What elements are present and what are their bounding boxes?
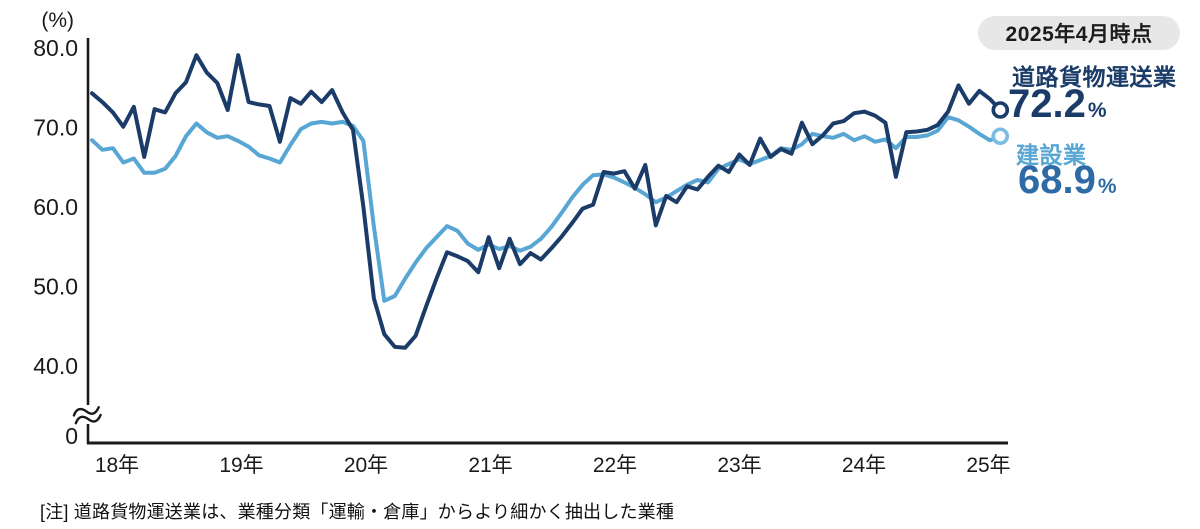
timepoint-badge-label: 2025年4月時点	[1005, 23, 1153, 46]
series-line	[90, 53, 1003, 350]
x-tick-label: 20年	[344, 454, 388, 477]
legend-series1-label: 道路貨物運送業	[1012, 64, 1177, 90]
footnote: [注] 道路貨物運送業は、業種分類「運輸・倉庫」からより細かく抽出した業種	[40, 502, 675, 522]
axis-break-icon	[72, 406, 102, 425]
x-tick-label: 19年	[219, 454, 263, 477]
y-tick-label-zero: 0	[65, 423, 78, 449]
y-tick-label: 60.0	[33, 194, 78, 220]
timepoint-badge: 2025年4月時点	[978, 16, 1180, 50]
y-tick-label: 50.0	[33, 274, 78, 300]
y-axis-unit-label: (%)	[41, 9, 74, 32]
legend-series2-value: 68.9%	[1018, 158, 1117, 203]
end-marker-ring	[991, 101, 1010, 119]
x-tick-label: 21年	[468, 454, 512, 477]
y-tick-label: 70.0	[33, 115, 78, 141]
series-lines	[90, 53, 1003, 350]
legend-series2-label: 建設業	[1016, 142, 1087, 168]
series-end-markers	[991, 101, 1010, 146]
x-tick-labels: 18年 19年 20年 21年 22年 23年 24年 25年	[95, 454, 1011, 477]
legend-series2-number: 68.9	[1018, 158, 1096, 202]
legend-series1-number: 72.2	[1008, 82, 1086, 126]
x-tick-label: 24年	[842, 454, 886, 477]
end-marker-ring	[991, 127, 1010, 146]
x-tick-label: 23年	[717, 454, 761, 477]
x-tick-label: 25年	[966, 454, 1010, 477]
series-line	[90, 115, 1003, 303]
legend-series1-value: 72.2%	[1008, 82, 1107, 127]
y-tick-labels: 80.0 70.0 60.0 50.0 40.0 0	[33, 35, 78, 449]
legend-series2-unit: %	[1097, 175, 1117, 198]
y-tick-label: 80.0	[33, 35, 78, 61]
x-tick-label: 22年	[593, 454, 637, 477]
x-tick-label: 18年	[95, 454, 139, 477]
y-tick-label: 40.0	[33, 353, 78, 379]
legend-series1-unit: %	[1087, 99, 1107, 122]
